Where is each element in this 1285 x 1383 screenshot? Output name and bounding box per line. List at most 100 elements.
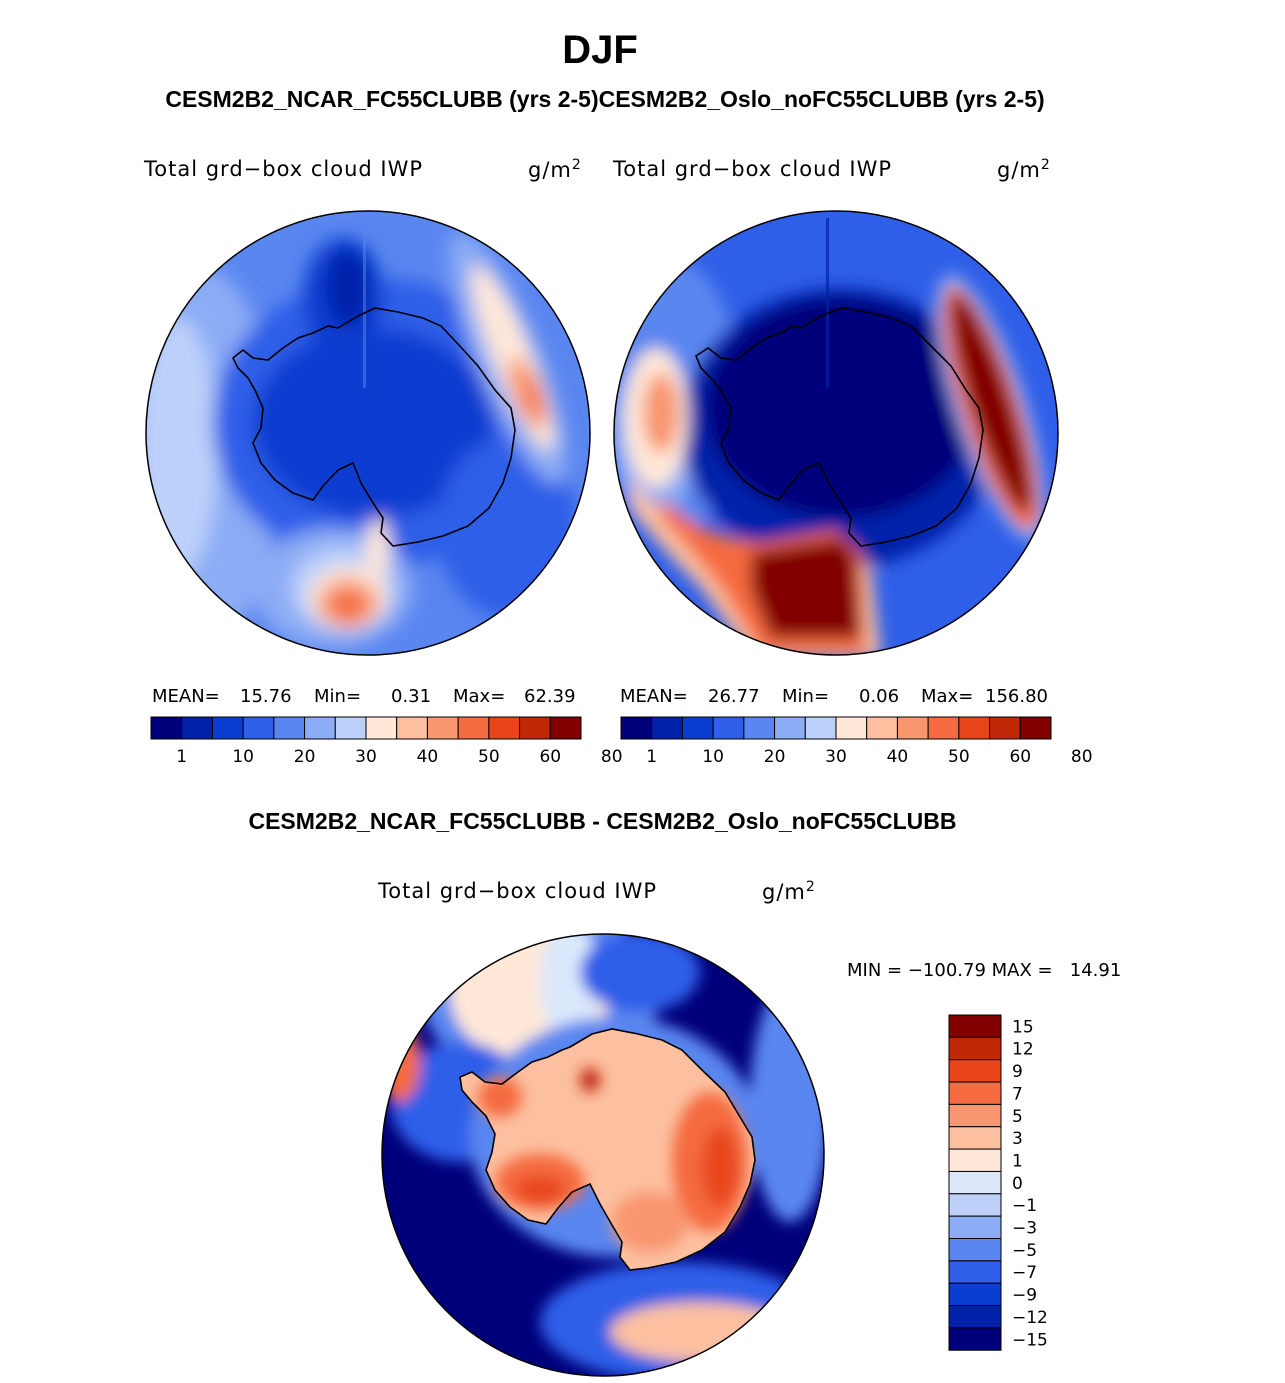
diff-colorbar-tick-label: 5	[1012, 1107, 1023, 1127]
right-colorbar-box	[866, 716, 898, 740]
diff-colorbar-tick-label: −5	[1012, 1241, 1037, 1261]
right-colorbar-tick-label: 10	[702, 747, 724, 767]
left-colorbar-box	[365, 716, 398, 740]
diff-colorbar-box	[948, 1126, 1002, 1150]
diff-colorbar-tick-label: 3	[1012, 1129, 1023, 1149]
left-units-exponent: 2	[571, 157, 582, 173]
right-units-exponent: 2	[1040, 157, 1051, 173]
left-colorbar-tick-label: 20	[294, 747, 316, 767]
left-colorbar-box	[457, 716, 490, 740]
diff-colorbar-tick-label: −9	[1012, 1286, 1037, 1306]
left-colorbar-tick-label: 1	[176, 747, 187, 767]
left-mean-label: MEAN=	[152, 686, 220, 707]
left-colorbar-box	[334, 716, 367, 740]
diff-variable-label: Total grd−box cloud IWP	[378, 879, 658, 903]
left-colorbar-box	[519, 716, 551, 740]
left-colorbar-box	[211, 716, 244, 740]
right-colorbar-box	[712, 716, 745, 740]
right-colorbar-tick-label: 40	[887, 747, 909, 767]
diff-colorbar-tick-label: −3	[1012, 1219, 1037, 1239]
diff-colorbar-box	[948, 1327, 1002, 1351]
diff-colorbar-tick-label: 9	[1012, 1062, 1023, 1082]
left-max-value: 62.39	[524, 686, 576, 707]
right-colorbar: 1 10 20 30 40 50 60 80	[620, 716, 1093, 767]
diff-colorbar-box	[948, 1036, 1002, 1061]
subtitle: CESM2B2_NCAR_FC55CLUBB (yrs 2-5)CESM2B2_…	[165, 86, 1045, 112]
left-antarctica-coastline	[231, 307, 516, 547]
left-variable-label: Total grd−box cloud IWP	[144, 157, 424, 181]
diff-colorbar-tick-label: −15	[1012, 1330, 1048, 1350]
diff-colorbar-box	[948, 1215, 1002, 1239]
right-min-label: Min=	[782, 686, 830, 707]
right-mean-value: 26.77	[708, 686, 760, 707]
right-colorbar-box	[835, 716, 868, 740]
diff-units-base: g/m	[762, 880, 806, 904]
right-colorbar-box	[774, 716, 806, 740]
diff-units-label: g/m2	[762, 879, 816, 904]
diff-antarctica-coastline	[459, 1028, 756, 1271]
left-colorbar-box	[181, 716, 213, 740]
right-colorbar-box	[1019, 716, 1052, 740]
left-colorbar-box	[549, 716, 582, 740]
right-colorbar-box	[804, 716, 837, 740]
left-colorbar-tick-label: 30	[355, 747, 377, 767]
diff-colorbar-box	[948, 1282, 1002, 1307]
diff-colorbar-box	[948, 1014, 1002, 1038]
diff-colorbar-tick-label: −7	[1012, 1263, 1037, 1283]
right-colorbar-tick-label: 50	[948, 747, 970, 767]
left-min-value: 0.31	[391, 686, 432, 707]
diff-colorbar-tick-label: 0	[1012, 1174, 1023, 1194]
diff-colorbar-tick-label: 7	[1012, 1084, 1023, 1104]
right-units-base: g/m	[997, 158, 1041, 182]
diff-colorbar-box	[948, 1238, 1002, 1262]
left-colorbar-tick-label: 80	[601, 747, 623, 767]
right-antarctica-coastline	[695, 307, 984, 547]
left-min-label: Min=	[314, 686, 362, 707]
left-colorbar-box	[304, 716, 336, 740]
right-variable-label: Total grd−box cloud IWP	[613, 157, 893, 181]
right-polar-map	[613, 210, 1059, 656]
diff-minmax: MIN = −100.79 MAX = 14.91	[847, 960, 1122, 981]
diff-colorbar-box	[948, 1193, 1002, 1217]
diff-colorbar-box	[948, 1103, 1002, 1128]
difference-title: CESM2B2_NCAR_FC55CLUBB - CESM2B2_Oslo_no…	[248, 808, 957, 834]
left-colorbar-tick-label: 10	[232, 747, 254, 767]
right-colorbar-box	[651, 716, 683, 740]
left-colorbar-box	[150, 716, 183, 740]
right-colorbar-tick-label: 80	[1071, 747, 1093, 767]
left-colorbar-box	[273, 716, 306, 740]
diff-units-exponent: 2	[805, 879, 816, 895]
left-colorbar: 1 10 20 30 40 50 60 80	[150, 716, 623, 767]
diff-colorbar-tick-label: 12	[1012, 1040, 1034, 1060]
left-max-label: Max=	[453, 686, 506, 707]
diff-colorbar-box	[948, 1081, 1002, 1105]
diff-colorbar-box	[948, 1148, 1002, 1172]
right-colorbar-box	[681, 716, 714, 740]
left-colorbar-box	[488, 716, 521, 740]
right-colorbar-tick-label: 60	[1009, 747, 1031, 767]
left-polar-map	[145, 210, 591, 656]
left-colorbar-box	[242, 716, 275, 740]
left-units-base: g/m	[528, 158, 572, 182]
right-colorbar-box	[743, 716, 776, 740]
right-max-label: Max=	[921, 686, 974, 707]
right-colorbar-box	[927, 716, 960, 740]
diff-colorbar-tick-label: 15	[1012, 1017, 1034, 1037]
diff-colorbar-tick-label: 1	[1012, 1151, 1023, 1171]
main-title: DJF	[562, 28, 638, 72]
left-mean-value: 15.76	[240, 686, 292, 707]
right-colorbar-box	[620, 716, 653, 740]
right-colorbar-box	[958, 716, 991, 740]
diff-colorbar-box	[948, 1260, 1002, 1284]
diff-colorbar-tick-label: −1	[1012, 1196, 1037, 1216]
left-units-label: g/m2	[528, 157, 582, 182]
left-colorbar-tick-label: 50	[478, 747, 500, 767]
right-colorbar-box	[896, 716, 929, 740]
right-units-label: g/m2	[997, 157, 1051, 182]
right-max-value: 156.80	[985, 686, 1048, 707]
left-colorbar-box	[396, 716, 428, 740]
difference-polar-map	[381, 933, 825, 1377]
right-colorbar-tick-label: 20	[764, 747, 786, 767]
left-colorbar-tick-label: 60	[539, 747, 561, 767]
